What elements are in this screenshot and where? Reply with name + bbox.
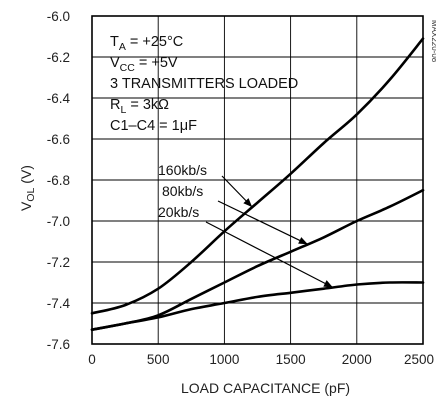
y-axis-title-main: V: [18, 201, 34, 211]
condition-rest: = 3kΩ: [126, 97, 169, 113]
x-tick-label: 0: [88, 352, 96, 367]
x-tick-label: 2000: [342, 352, 372, 367]
series-line-160kb-s: [90, 37, 425, 315]
tick-labels: -6.0 -6.2 -6.4 -6.6 -6.8 -7.0 -7.2 -7.4 -7.6 0 500…: [47, 9, 434, 367]
condition-subscript: L: [120, 104, 126, 116]
y-axis-title-unit: (V): [18, 165, 34, 188]
condition-line: RL = 3kΩ: [110, 97, 169, 116]
condition-subscript: CC: [120, 62, 136, 74]
condition-main: V: [110, 55, 120, 71]
condition-line: C1–C4 = 1μF: [110, 118, 197, 134]
condition-line: VCC = +5V: [110, 55, 178, 74]
condition-rest: = +25°C: [126, 34, 183, 50]
y-axis-title-sub: OL: [25, 187, 37, 201]
legend-arrow: [217, 200, 309, 245]
arrow-head: [243, 198, 253, 208]
y-tick-label: -6.6: [47, 132, 70, 147]
arrow-head: [323, 280, 333, 288]
y-tick-label: -6.0: [47, 9, 70, 24]
legend: 160kb/s 80kb/s 20kb/s: [158, 162, 207, 220]
legend-label: 80kb/s: [162, 183, 203, 199]
x-axis-title: LOAD CAPACITANCE (pF): [181, 380, 350, 396]
y-tick-label: -7.0: [47, 214, 70, 229]
series-line-80kb-s: [90, 188, 425, 331]
condition-rest: = +5V: [135, 55, 178, 71]
condition-line: TA = +25°C: [110, 34, 183, 53]
y-tick-label: -6.2: [47, 50, 70, 65]
figure-id: MAX220-08: [430, 20, 436, 63]
condition-main: C1–C4 = 1μF: [110, 118, 197, 134]
x-tick-label: 1000: [209, 352, 239, 367]
legend-label: 160kb/s: [158, 162, 207, 178]
arrow-head: [298, 237, 308, 245]
series-line-20kb-s: [90, 281, 425, 331]
condition-subscript: A: [119, 41, 126, 53]
y-tick-label: -7.6: [47, 337, 70, 352]
test-conditions: TA = +25°C VCC = +5V 3 TRANSMITTERS LOADED…: [110, 34, 298, 134]
legend-arrows: [205, 175, 334, 289]
x-tick-label: 2500: [404, 352, 434, 367]
y-tick-label: -7.2: [47, 255, 70, 270]
y-tick-label: -7.4: [47, 296, 71, 311]
y-tick-label: -6.8: [47, 173, 70, 188]
x-tick-label: 1500: [276, 352, 306, 367]
plot-frame: [91, 15, 424, 345]
grid: [92, 16, 423, 344]
condition-main: 3 TRANSMITTERS LOADED: [110, 76, 298, 92]
condition-main: R: [110, 97, 120, 113]
condition-line: 3 TRANSMITTERS LOADED: [110, 76, 298, 92]
x-tick-label: 500: [147, 352, 170, 367]
y-axis-title: VOL (V): [18, 165, 37, 211]
legend-label: 20kb/s: [158, 204, 199, 220]
curves: [90, 37, 425, 331]
legend-arrow: [205, 221, 334, 289]
y-tick-label: -6.4: [47, 91, 71, 106]
condition-main: T: [110, 34, 119, 50]
